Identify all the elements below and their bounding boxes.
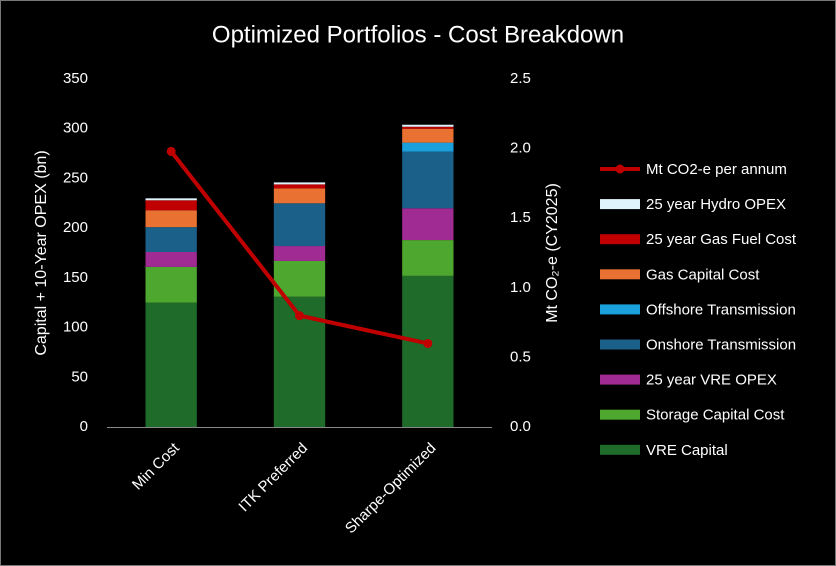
y-tick-label: 0 bbox=[80, 418, 88, 435]
legend-swatch bbox=[600, 444, 640, 455]
legend-label: Gas Capital Cost bbox=[646, 266, 760, 283]
legend-label: Mt CO2-e per annum bbox=[646, 161, 787, 178]
y-tick-label: 350 bbox=[63, 70, 88, 87]
bar-segment bbox=[273, 246, 326, 261]
line-marker bbox=[166, 146, 176, 156]
bar-segment bbox=[145, 210, 197, 228]
legend-swatch bbox=[600, 304, 640, 315]
y-tick-label: 300 bbox=[63, 120, 88, 137]
legend-swatch bbox=[600, 234, 640, 245]
bar-segment bbox=[273, 203, 326, 247]
bar-segment bbox=[402, 142, 454, 152]
legend-label: 25 year Gas Fuel Cost bbox=[646, 231, 797, 248]
y-tick-label: 100 bbox=[63, 319, 88, 336]
y2-axis-title: Mt CO₂-e (CY2025) bbox=[544, 183, 561, 323]
bar-segment bbox=[145, 252, 197, 267]
y-tick-label: 150 bbox=[63, 269, 88, 286]
legend-label: 25 year VRE OPEX bbox=[646, 372, 777, 389]
y2-tick-label: 0.0 bbox=[510, 418, 531, 435]
bar-segment bbox=[145, 200, 197, 211]
y-tick-label: 250 bbox=[63, 169, 88, 186]
y2-tick-label: 1.0 bbox=[510, 279, 531, 296]
bar-segment bbox=[402, 208, 454, 241]
line-marker bbox=[423, 338, 433, 348]
legend-label: Offshore Transmission bbox=[646, 301, 796, 318]
line-marker bbox=[295, 311, 304, 321]
bar-segment bbox=[402, 275, 454, 427]
bar-segment bbox=[273, 184, 326, 189]
y-axis-title: Capital + 10-Year OPEX (bn) bbox=[33, 150, 50, 355]
legend-swatch bbox=[600, 409, 640, 420]
legend-marker bbox=[615, 164, 625, 174]
bar-segment bbox=[145, 198, 197, 201]
bar-segment bbox=[402, 124, 454, 127]
chart-title: Optimized Portfolios - Cost Breakdown bbox=[212, 21, 624, 48]
y2-tick-label: 0.5 bbox=[510, 348, 531, 365]
bar-segment bbox=[273, 182, 326, 185]
legend-label: VRE Capital bbox=[646, 442, 728, 459]
bar-segment bbox=[145, 302, 197, 427]
legend-swatch bbox=[600, 269, 640, 280]
bar-segment bbox=[402, 126, 454, 129]
bar-segment bbox=[145, 266, 197, 303]
bar-segment bbox=[402, 151, 454, 209]
legend-label: Storage Capital Cost bbox=[646, 407, 785, 424]
bar-segment bbox=[145, 227, 197, 253]
y2-tick-label: 2.5 bbox=[510, 70, 531, 87]
legend-swatch bbox=[600, 199, 640, 210]
legend-label: 25 year Hydro OPEX bbox=[646, 196, 786, 213]
legend-swatch bbox=[600, 339, 640, 350]
bar-segment bbox=[273, 188, 326, 204]
bar-segment bbox=[402, 240, 454, 276]
y2-tick-label: 2.0 bbox=[510, 140, 531, 157]
legend-label: Onshore Transmission bbox=[646, 336, 796, 353]
y-tick-label: 200 bbox=[63, 219, 88, 236]
legend-swatch bbox=[600, 374, 640, 385]
y2-tick-label: 1.5 bbox=[510, 209, 531, 226]
y-tick-label: 50 bbox=[71, 368, 88, 385]
bar-segment bbox=[402, 128, 454, 143]
